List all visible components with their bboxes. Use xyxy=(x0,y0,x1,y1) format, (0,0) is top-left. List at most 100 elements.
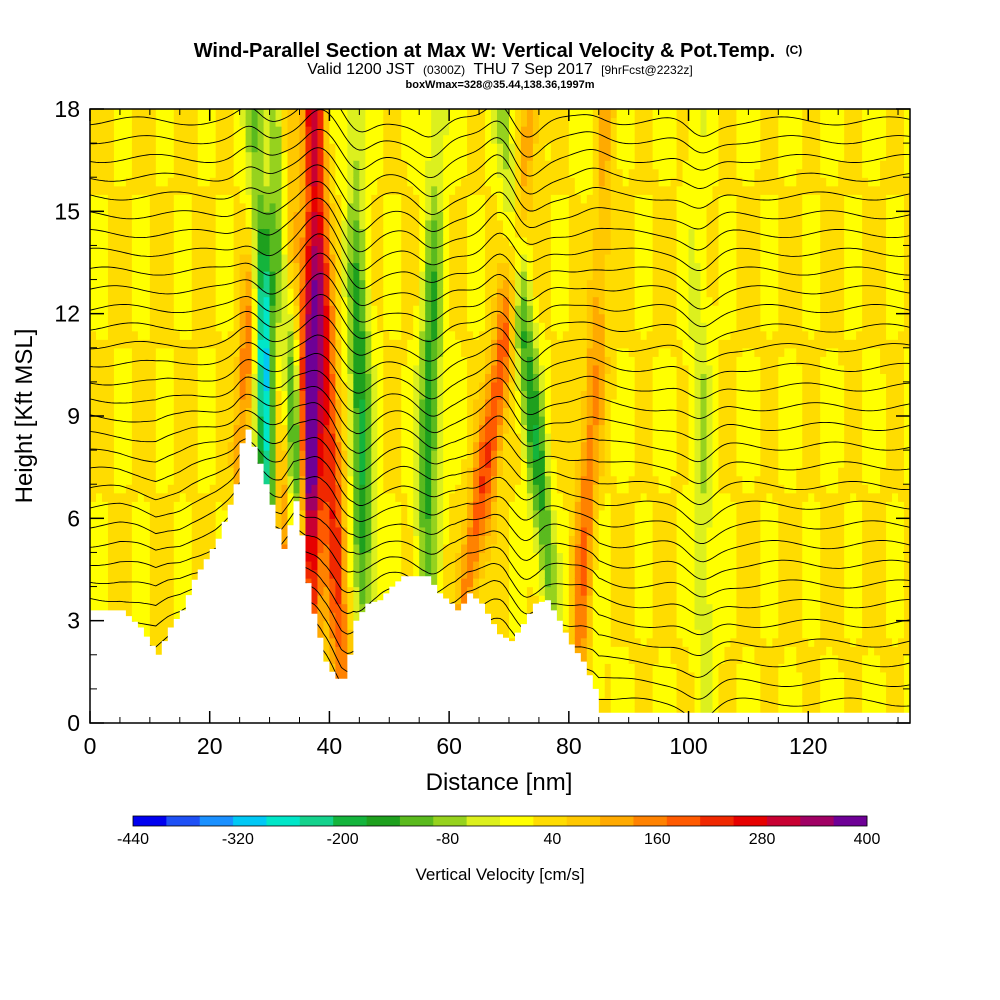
velocity-cell xyxy=(227,109,235,119)
velocity-cell xyxy=(491,126,498,136)
velocity-cell xyxy=(479,398,486,409)
velocity-cell xyxy=(275,509,283,519)
velocity-cell xyxy=(161,305,169,315)
velocity-cell xyxy=(263,407,271,417)
velocity-cell xyxy=(90,279,97,289)
velocity-cell xyxy=(431,271,438,281)
velocity-cell xyxy=(143,296,151,306)
velocity-cell xyxy=(173,202,181,212)
velocity-cell xyxy=(179,560,187,571)
velocity-cell xyxy=(359,424,366,434)
velocity-cell xyxy=(371,433,378,443)
velocity-cell xyxy=(431,373,438,383)
velocity-cell xyxy=(90,211,97,221)
velocity-cell xyxy=(443,271,450,281)
velocity-cell xyxy=(293,330,301,340)
velocity-cell xyxy=(419,543,426,554)
velocity-cell xyxy=(455,339,462,349)
velocity-cell xyxy=(275,202,283,212)
velocity-cell xyxy=(485,271,492,281)
velocity-cell xyxy=(257,322,265,332)
velocity-cell xyxy=(425,253,432,264)
velocity-cell xyxy=(203,253,211,264)
velocity-cell xyxy=(131,109,139,119)
velocity-cell xyxy=(491,219,498,229)
velocity-cell xyxy=(167,245,175,255)
velocity-cell xyxy=(305,339,313,349)
velocity-cell xyxy=(485,109,492,119)
velocity-cell xyxy=(179,236,187,247)
velocity-cell xyxy=(113,450,121,460)
velocity-cell xyxy=(317,245,325,255)
velocity-cell xyxy=(335,126,342,136)
velocity-cell xyxy=(203,228,211,238)
velocity-cell xyxy=(359,262,366,272)
velocity-cell xyxy=(311,168,319,178)
velocity-cell xyxy=(155,603,163,613)
velocity-cell xyxy=(233,288,241,298)
velocity-cell xyxy=(305,475,313,485)
velocity-cell xyxy=(353,271,360,281)
velocity-cell xyxy=(497,416,504,426)
velocity-cell xyxy=(191,398,199,409)
velocity-cell xyxy=(413,492,420,502)
velocity-cell xyxy=(179,126,187,136)
velocity-cell xyxy=(437,424,444,434)
velocity-cell xyxy=(323,603,331,613)
velocity-cell xyxy=(125,603,133,613)
velocity-cell xyxy=(90,151,97,161)
velocity-cell xyxy=(203,518,211,528)
velocity-cell xyxy=(419,322,426,332)
velocity-cell xyxy=(377,160,384,170)
velocity-cell xyxy=(125,313,133,323)
velocity-cell xyxy=(257,168,265,178)
velocity-cell xyxy=(107,126,115,136)
velocity-cell xyxy=(275,271,283,281)
velocity-cell xyxy=(413,552,420,562)
velocity-cell xyxy=(227,416,235,426)
velocity-cell xyxy=(323,552,331,562)
velocity-cell xyxy=(305,177,313,187)
velocity-cell xyxy=(167,595,175,605)
velocity-cell xyxy=(449,398,456,409)
velocity-cell xyxy=(95,433,103,443)
velocity-cell xyxy=(149,134,157,144)
velocity-cell xyxy=(485,219,492,229)
velocity-cell xyxy=(191,288,199,298)
velocity-cell xyxy=(479,279,486,289)
velocity-cell xyxy=(502,595,510,605)
velocity-cell xyxy=(389,501,396,511)
velocity-cell xyxy=(107,117,115,127)
velocity-cell xyxy=(329,109,337,119)
velocity-cell xyxy=(197,407,205,417)
velocity-cell xyxy=(407,398,414,409)
velocity-cell xyxy=(395,526,402,536)
velocity-cell xyxy=(293,475,301,485)
velocity-cell xyxy=(317,356,325,366)
velocity-cell xyxy=(479,322,486,332)
velocity-cell xyxy=(479,253,486,264)
velocity-cell xyxy=(455,245,462,255)
velocity-cell xyxy=(143,595,151,605)
velocity-cell xyxy=(155,177,163,187)
velocity-cell xyxy=(299,236,307,247)
velocity-cell xyxy=(341,126,348,136)
velocity-cell xyxy=(455,117,462,127)
velocity-cell xyxy=(449,177,456,187)
velocity-cell xyxy=(221,424,229,434)
velocity-cell xyxy=(191,407,199,417)
velocity-cell xyxy=(299,330,307,340)
velocity-cell xyxy=(299,305,307,315)
velocity-cell xyxy=(473,535,480,545)
velocity-cell xyxy=(479,578,486,588)
velocity-cell xyxy=(473,586,480,596)
velocity-cell xyxy=(359,356,366,366)
velocity-cell xyxy=(251,245,259,255)
velocity-cell xyxy=(281,117,289,127)
velocity-cell xyxy=(311,245,319,255)
velocity-cell xyxy=(269,390,277,400)
velocity-cell xyxy=(473,185,480,195)
velocity-cell xyxy=(341,288,348,298)
velocity-cell xyxy=(335,168,342,178)
velocity-cell xyxy=(365,578,372,588)
